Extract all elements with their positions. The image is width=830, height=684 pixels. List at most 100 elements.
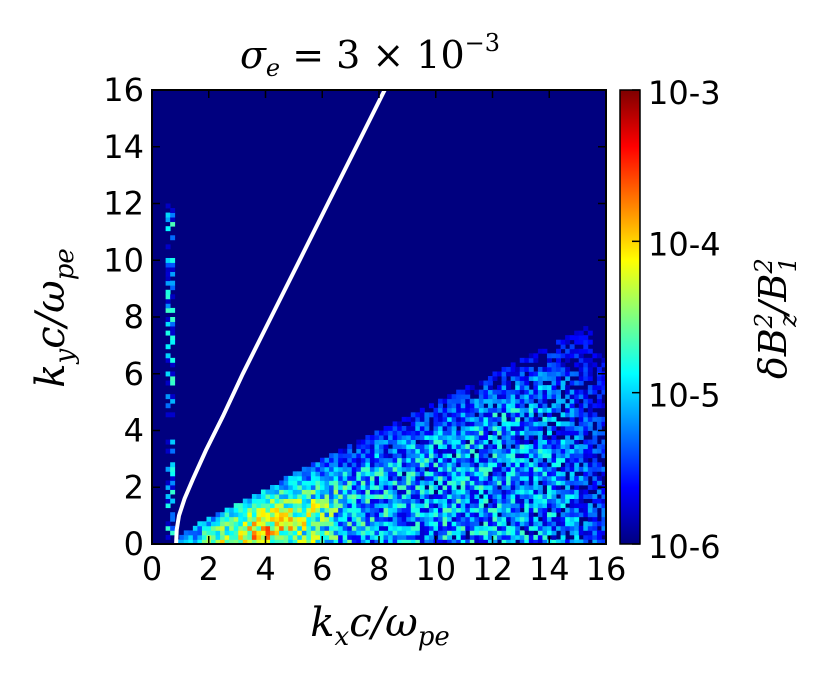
heatmap-cell: [569, 471, 575, 477]
heatmap-cell: [501, 512, 507, 518]
heatmap-cell: [587, 421, 593, 427]
heatmap-cell: [347, 444, 353, 450]
heatmap-cell: [474, 503, 480, 509]
heatmap-cell: [310, 466, 316, 472]
heatmap-cell: [474, 512, 480, 518]
heatmap-cell: [587, 471, 593, 477]
heatmap-cell: [497, 439, 502, 445]
heatmap-cell: [501, 416, 507, 422]
heatmap-cell: [465, 480, 471, 486]
heatmap-cell: [456, 512, 462, 518]
heatmap-cell: [165, 226, 171, 232]
heatmap-cell: [388, 530, 394, 536]
heatmap-cell: [419, 466, 425, 472]
heatmap-cell: [592, 462, 598, 468]
heatmap-cell: [497, 425, 502, 431]
heatmap-cell: [578, 407, 584, 413]
heatmap-cell: [360, 521, 366, 527]
heatmap-cell: [510, 425, 516, 431]
heatmap-cell: [442, 457, 448, 463]
heatmap-cell: [596, 421, 602, 427]
heatmap-cell: [574, 525, 580, 531]
heatmap-cell: [578, 330, 584, 336]
heatmap-cell: [501, 398, 507, 404]
heatmap-cell: [415, 530, 421, 536]
heatmap-cell: [379, 512, 384, 518]
heatmap-cell: [474, 439, 480, 445]
heatmap-cell: [483, 407, 489, 413]
heatmap-cell: [447, 494, 453, 499]
heatmap-cell: [551, 457, 557, 463]
heatmap-cell: [578, 480, 584, 486]
heatmap-cell: [456, 462, 462, 468]
heatmap-cell: [569, 462, 575, 468]
heatmap-cell: [533, 371, 539, 377]
heatmap-cell: [283, 489, 289, 495]
heatmap-cell: [465, 444, 471, 450]
heatmap-cell: [578, 362, 584, 368]
heatmap-cell: [569, 525, 575, 531]
heatmap-cell: [342, 507, 348, 513]
heatmap-cell: [388, 425, 394, 431]
heatmap-cell: [587, 525, 593, 531]
heatmap-cell: [483, 398, 489, 404]
heatmap-cell: [537, 498, 543, 504]
heatmap-cell: [474, 403, 480, 409]
heatmap-cell: [551, 407, 557, 413]
heatmap-cell: [397, 512, 403, 518]
heatmap-cell: [578, 466, 584, 472]
heatmap-cell: [465, 539, 471, 544]
heatmap-cell: [397, 503, 403, 509]
heatmap-cell: [351, 521, 357, 527]
heatmap-cell: [506, 530, 512, 536]
heatmap-cell: [406, 425, 412, 431]
heatmap-cell: [556, 498, 561, 504]
heatmap-cell: [170, 466, 176, 472]
heatmap-cell: [510, 466, 516, 472]
heatmap-cell: [379, 453, 384, 459]
heatmap-cell: [497, 521, 502, 527]
heatmap-cell: [170, 380, 176, 386]
heatmap-cell: [342, 539, 348, 544]
heatmap-cell: [447, 430, 453, 436]
heatmap-cell: [401, 435, 407, 440]
heatmap-cell: [374, 430, 380, 436]
heatmap-cell: [369, 444, 375, 450]
heatmap-cell: [238, 507, 244, 513]
heatmap-cell: [433, 507, 439, 513]
heatmap-cell: [424, 521, 430, 527]
heatmap-cell: [392, 494, 398, 499]
heatmap-cell: [206, 516, 212, 522]
heatmap-cell: [556, 394, 561, 400]
heatmap-cell: [356, 484, 362, 490]
heatmap-cell: [492, 444, 498, 450]
heatmap-cell: [497, 466, 502, 472]
heatmap-cell: [528, 444, 534, 450]
heatmap-cell: [483, 466, 489, 472]
heatmap-cell: [165, 321, 171, 327]
heatmap-cell: [401, 516, 407, 522]
heatmap-cell: [574, 335, 580, 341]
heatmap-cell: [501, 421, 507, 427]
heatmap-cell: [419, 412, 425, 418]
heatmap-cell: [406, 475, 412, 481]
heatmap-cell: [329, 512, 334, 518]
heatmap-cell: [388, 453, 394, 459]
heatmap-cell: [583, 480, 589, 486]
heatmap-cell: [533, 457, 539, 463]
heatmap-cell: [170, 471, 176, 477]
heatmap-cell: [279, 494, 285, 499]
heatmap-cell: [478, 389, 484, 395]
heatmap-cell: [533, 489, 539, 495]
heatmap-cell: [451, 480, 457, 486]
heatmap-cell: [537, 376, 543, 381]
heatmap-cell: [288, 539, 294, 544]
heatmap-cell: [565, 366, 571, 372]
heatmap-cell: [247, 534, 253, 540]
heatmap-cell: [442, 462, 448, 468]
heatmap-cell: [501, 494, 507, 499]
heatmap-cell: [537, 489, 543, 495]
heatmap-cell: [406, 457, 412, 463]
heatmap-cell: [356, 507, 362, 513]
